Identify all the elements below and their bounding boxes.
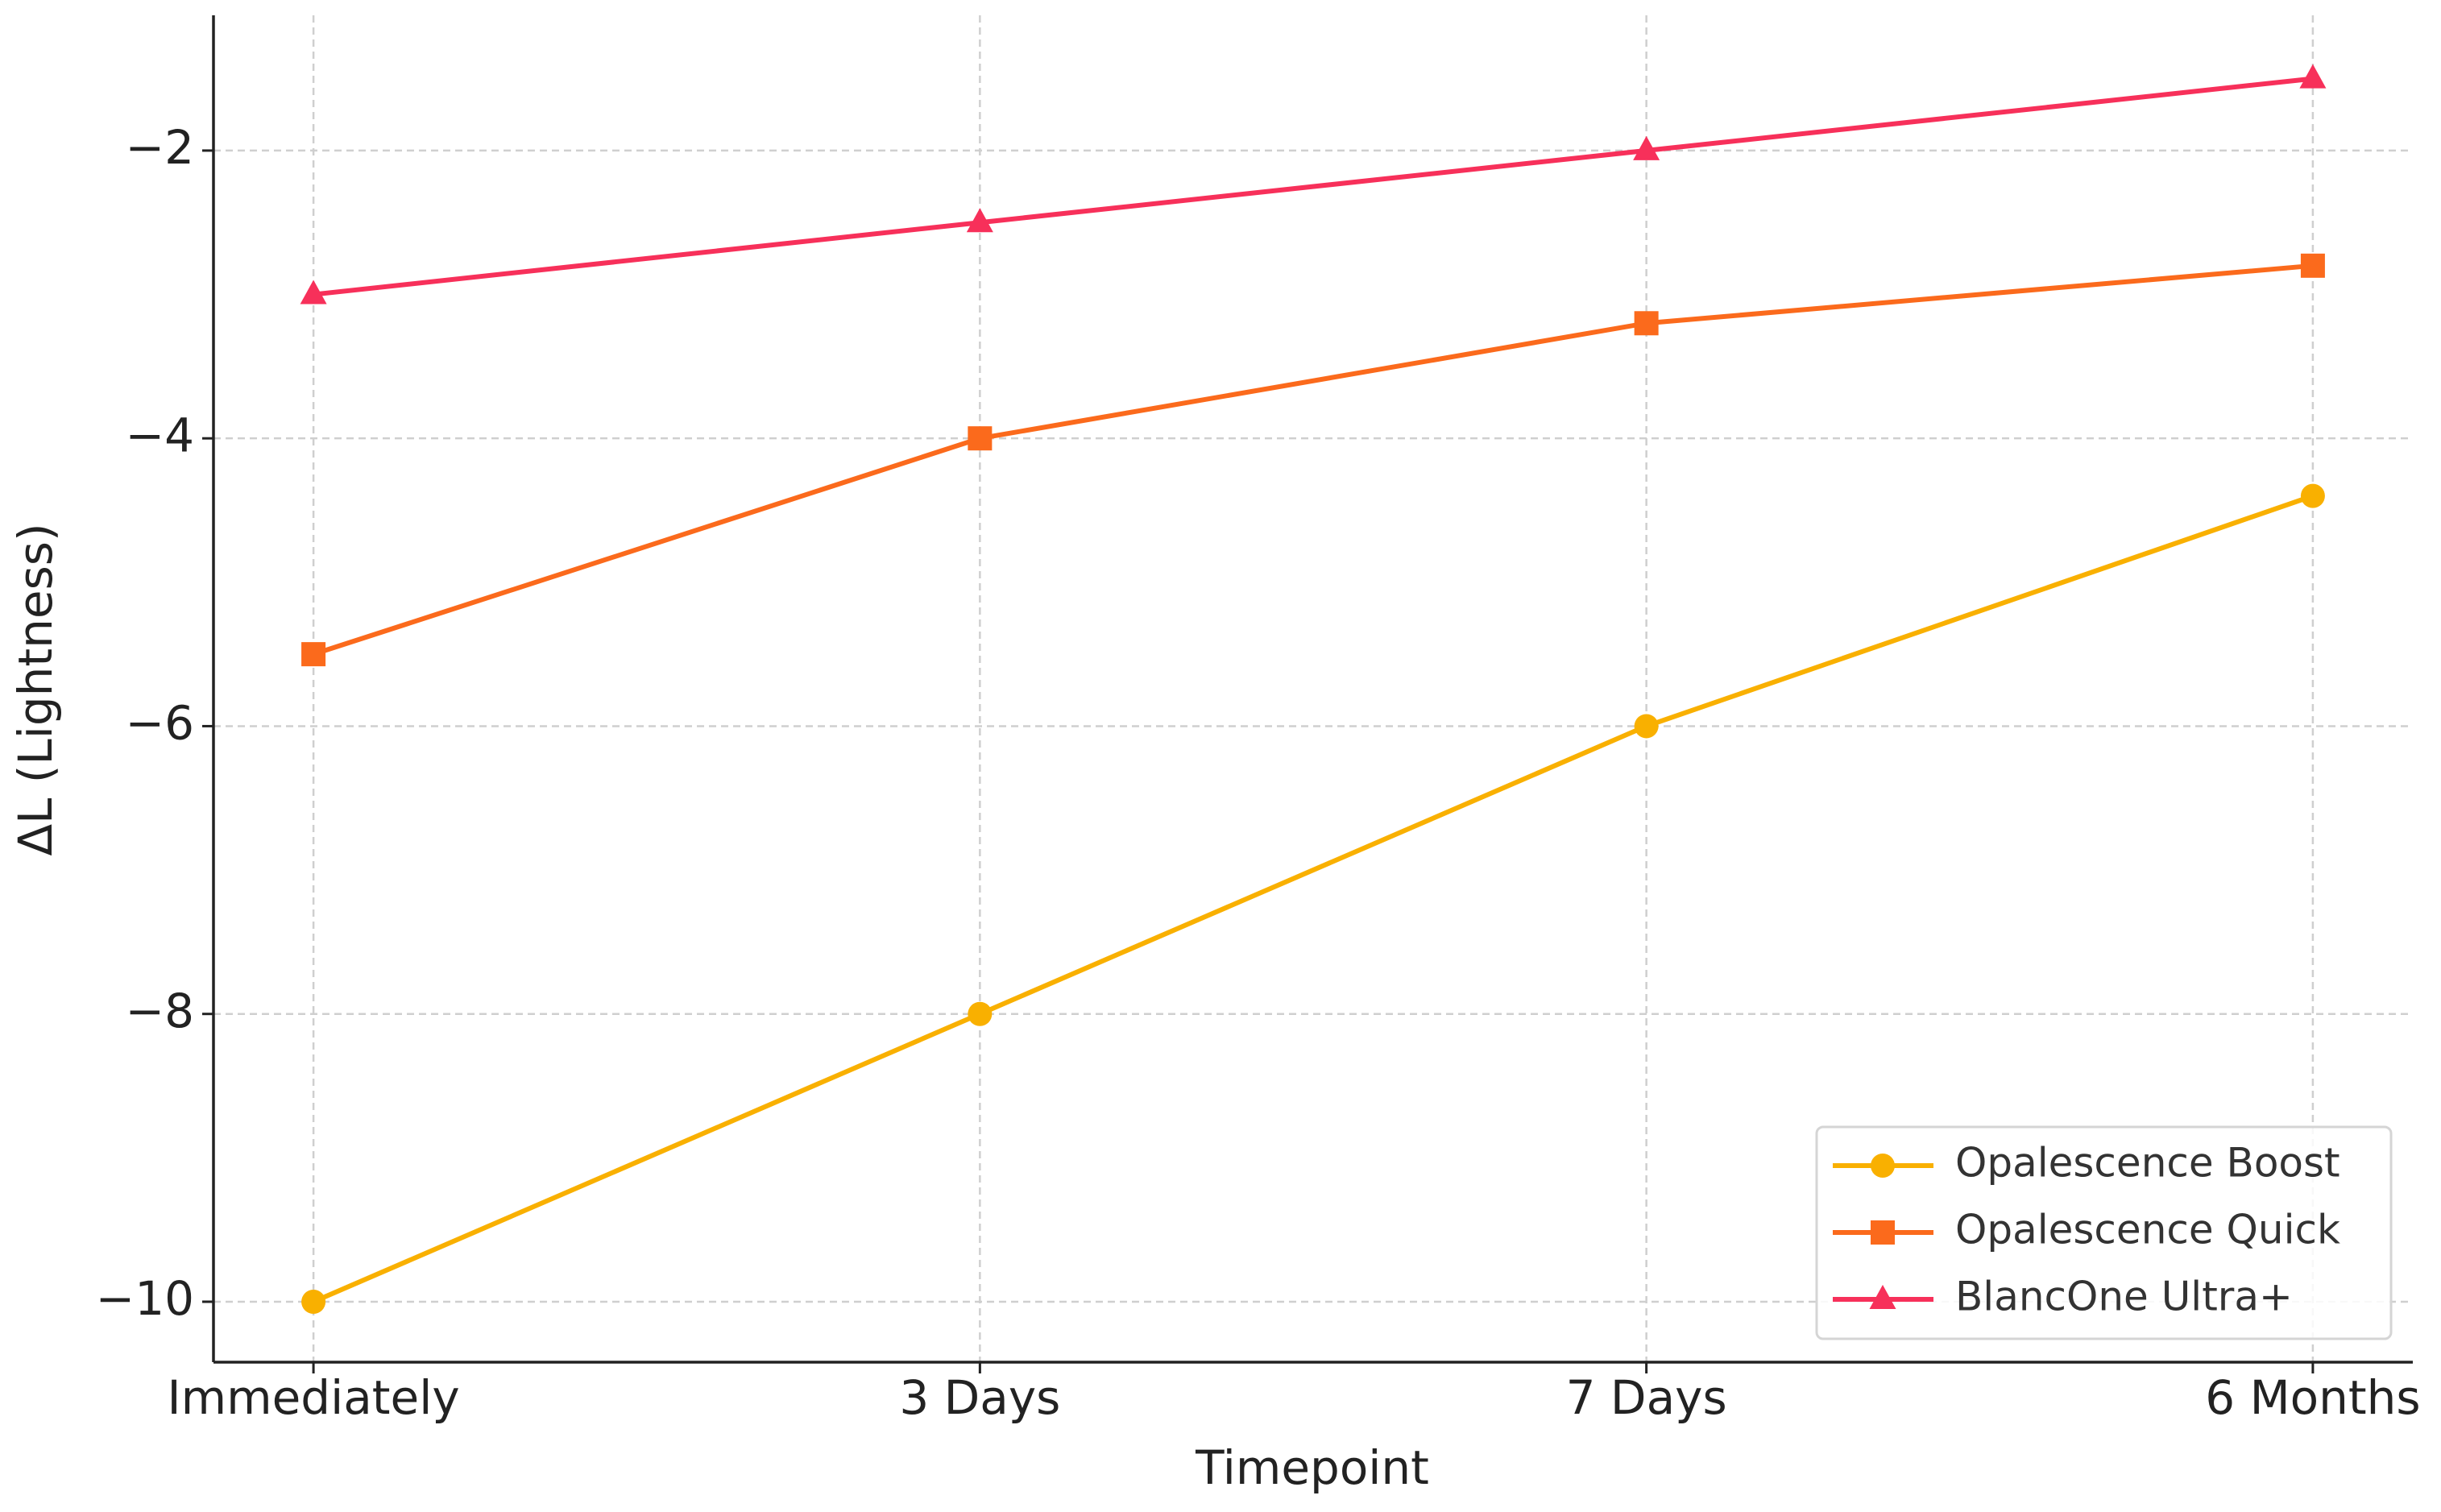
x-tick-label: 7 Days [1566, 1370, 1727, 1425]
series-line [312, 493, 2314, 1304]
legend-label: BlancOne Ultra+ [1955, 1274, 2293, 1320]
marker [301, 642, 326, 667]
marker [1634, 311, 1659, 336]
x-tick-label: 3 Days [899, 1370, 1060, 1425]
y-tick-label: −2 [126, 120, 195, 175]
marker [1871, 1220, 1895, 1245]
marker [300, 280, 327, 304]
marker [966, 208, 993, 233]
marker [1634, 714, 1659, 739]
y-tick-label: −6 [126, 696, 195, 751]
y-tick-label: −10 [96, 1271, 194, 1326]
marker [1633, 135, 1660, 160]
marker [968, 1001, 993, 1026]
x-tick-label: 6 Months [2205, 1370, 2420, 1425]
y-axis-label: ΔL (Lightness) [8, 523, 63, 855]
marker [2300, 253, 2325, 278]
marker [2300, 483, 2325, 508]
marker [301, 1289, 326, 1314]
marker [968, 426, 993, 451]
legend-label: Opalescence Boost [1955, 1140, 2340, 1187]
y-tick-label: −8 [126, 984, 195, 1038]
y-tick-label: −4 [126, 408, 195, 462]
series-line [313, 76, 2314, 297]
marker [1871, 1154, 1895, 1178]
series-line [313, 263, 2314, 657]
marker [1869, 1285, 1896, 1309]
marker [2299, 64, 2327, 89]
x-axis-label: Timepoint [1195, 1440, 1429, 1495]
legend-label: Opalescence Quick [1955, 1207, 2340, 1253]
x-tick-label: Immediately [168, 1370, 460, 1425]
legend-box [1815, 1125, 2393, 1340]
legend: Opalescence Boost Opalescence Quick BlancO… [1815, 1125, 2393, 1340]
